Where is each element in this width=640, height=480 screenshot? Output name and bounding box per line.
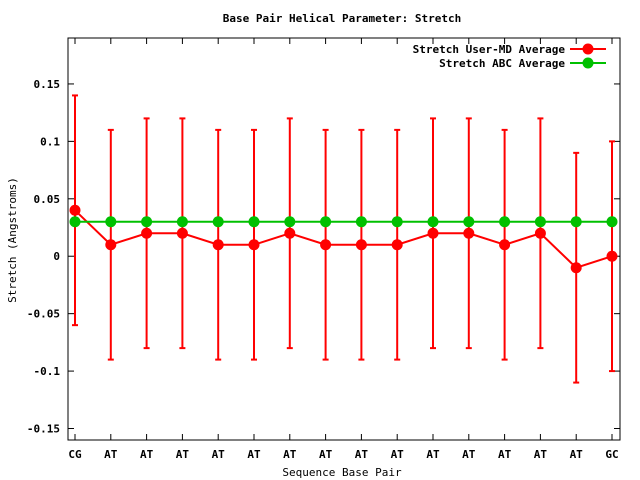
x-tick-label: AT [426, 448, 440, 461]
data-point-user-md [606, 250, 618, 262]
y-tick-label: -0.1 [34, 365, 61, 378]
data-point-user-md [248, 239, 260, 251]
data-point-user-md [355, 239, 367, 251]
data-point-abc [391, 216, 403, 228]
x-tick-label: AT [462, 448, 476, 461]
x-tick-label: AT [212, 448, 226, 461]
x-tick-label: AT [104, 448, 118, 461]
x-tick-label: CG [68, 448, 82, 461]
data-point-user-md [391, 239, 403, 251]
data-point-abc [499, 216, 511, 228]
y-tick-label: 0 [53, 250, 60, 263]
plot-area-frame [67, 37, 621, 441]
chart-title: Base Pair Helical Parameter: Stretch [223, 12, 461, 25]
series-layer [69, 94, 618, 384]
data-point-abc [355, 216, 367, 228]
data-point-user-md [69, 204, 81, 216]
y-tick-label: 0.15 [34, 78, 61, 91]
x-axis: CG AT AT AT AT AT AT AT AT AT AT AT AT AT AT GC [68, 38, 619, 461]
data-point-user-md [570, 262, 582, 274]
data-point-user-md [320, 239, 332, 251]
legend-marker-swatch [582, 57, 594, 69]
data-point-user-md [534, 227, 546, 239]
data-point-user-md [463, 227, 475, 239]
x-tick-label: AT [391, 448, 405, 461]
data-point-user-md [499, 239, 511, 251]
data-point-abc [534, 216, 546, 228]
legend-marker-swatch [582, 43, 594, 55]
x-tick-label: AT [319, 448, 333, 461]
y-tick-label: 0.1 [40, 135, 60, 148]
error-bars-user-md [72, 94, 615, 384]
data-point-user-md [284, 227, 296, 239]
y-axis-label: Stretch (Angstroms) [6, 177, 19, 303]
x-tick-label: AT [355, 448, 369, 461]
x-axis-label: Sequence Base Pair [282, 466, 402, 479]
data-point-abc [570, 216, 582, 228]
data-point-abc [176, 216, 188, 228]
x-tick-label: AT [283, 448, 297, 461]
y-tick-label: -0.05 [27, 308, 60, 321]
data-point-user-md [105, 239, 117, 251]
y-tick-label: 0.05 [34, 193, 61, 206]
data-point-abc [427, 216, 439, 228]
data-point-user-md [141, 227, 153, 239]
data-point-user-md [427, 227, 439, 239]
y-tick-label: -0.15 [27, 423, 60, 436]
legend-label: Stretch User-MD Average [413, 43, 566, 56]
data-point-abc [69, 216, 81, 228]
data-point-user-md [176, 227, 188, 239]
data-point-abc [320, 216, 332, 228]
data-point-abc [248, 216, 260, 228]
x-tick-label: AT [534, 448, 548, 461]
x-tick-label: AT [176, 448, 190, 461]
data-point-abc [212, 216, 224, 228]
data-point-abc [141, 216, 153, 228]
legend-label: Stretch ABC Average [439, 57, 565, 70]
y-axis: 0.15 0.1 0.05 0 -0.05 -0.1 -0.15 [27, 78, 620, 436]
x-tick-label: AT [570, 448, 584, 461]
x-tick-label: AT [498, 448, 512, 461]
x-tick-label: AT [247, 448, 261, 461]
data-point-abc [463, 216, 475, 228]
x-tick-label: GC [605, 448, 618, 461]
data-point-abc [284, 216, 296, 228]
data-point-user-md [212, 239, 224, 251]
data-point-abc [606, 216, 618, 228]
data-point-abc [105, 216, 117, 228]
series-line-user-md [74, 209, 613, 269]
x-tick-label: AT [140, 448, 154, 461]
